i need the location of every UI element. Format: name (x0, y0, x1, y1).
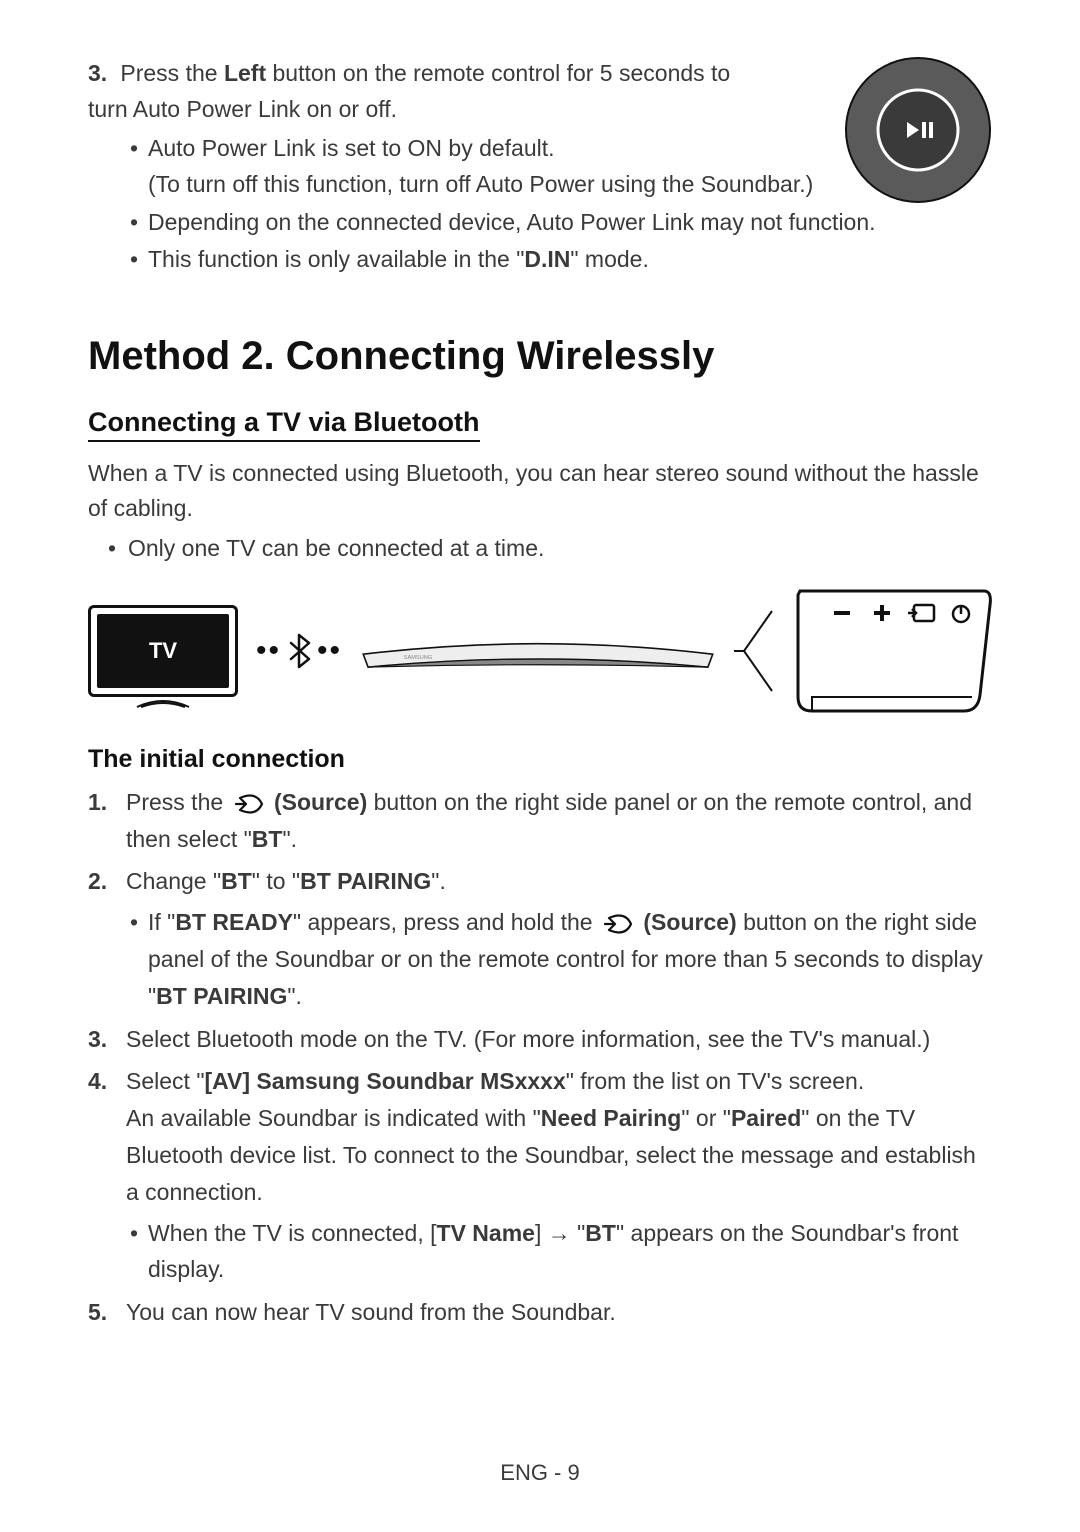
source-icon (232, 793, 266, 815)
soundbar-icon: SAMSUNG (360, 621, 716, 681)
connection-diagram: TV •• •• SAMSUNG (88, 587, 992, 715)
initial-connection-steps: 1. Press the (Source) button on the righ… (88, 784, 992, 1331)
svg-text:SAMSUNG: SAMSUNG (404, 655, 433, 661)
step-4-bullet: When the TV is connected, [TV Name] → "B… (126, 1215, 992, 1289)
bluetooth-intro: When a TV is connected using Bluetooth, … (88, 456, 992, 527)
tv-icon: TV (88, 605, 238, 697)
step-3b: 3. Select Bluetooth mode on the TV. (For… (88, 1021, 992, 1058)
side-panel-icon (792, 587, 992, 715)
step-4: 4. Select "[AV] Samsung Soundbar MSxxxx"… (88, 1063, 992, 1288)
step-3-bullet-1: Auto Power Link is set to ON by default.… (126, 131, 992, 202)
bluetooth-subheading: Connecting a TV via Bluetooth (88, 407, 480, 442)
connector-bracket-icon (734, 601, 774, 701)
method-2-heading: Method 2. Connecting Wirelessly (88, 334, 992, 379)
tv-stand-icon (131, 699, 195, 709)
step-2: 2. Change "BT" to "BT PAIRING". If "BT R… (88, 863, 992, 1014)
tv-label: TV (97, 614, 229, 688)
step-5: 5. You can now hear TV sound from the So… (88, 1294, 992, 1331)
step-3-text-pre: Press the (120, 60, 224, 86)
step-1: 1. Press the (Source) button on the righ… (88, 784, 992, 858)
initial-connection-heading: The initial connection (88, 745, 992, 774)
step-3-number: 3. (88, 56, 114, 92)
step-3-bullet-3: This function is only available in the "… (126, 242, 992, 278)
bluetooth-intro-bullet: Only one TV can be connected at a time. (88, 531, 992, 567)
step-3-bullet-2: Depending on the connected device, Auto … (126, 205, 992, 241)
page-footer: ENG - 9 (0, 1460, 1080, 1486)
bluetooth-icon (287, 633, 311, 669)
step-3-text-bold: Left (224, 60, 266, 86)
step-2-bullet: If "BT READY" appears, press and hold th… (126, 904, 992, 1014)
source-icon (601, 913, 635, 935)
bluetooth-link-icon: •• •• (256, 633, 342, 669)
